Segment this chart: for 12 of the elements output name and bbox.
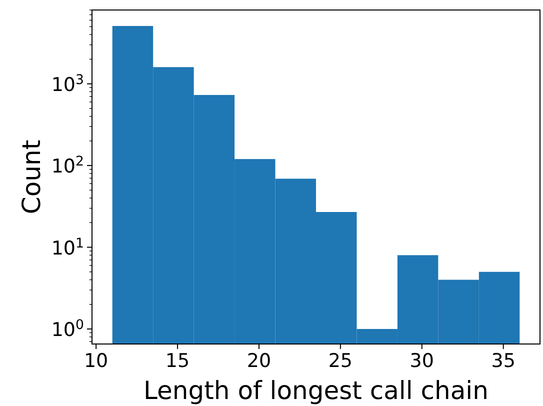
- y-tick-label: 10$^{3}$: [51, 72, 84, 96]
- y-tick-label: 10$^{2}$: [51, 154, 84, 178]
- x-axis-title: Length of longest call chain: [144, 376, 488, 405]
- x-tick-label: 20: [246, 350, 272, 372]
- x-tick-label: 25: [328, 350, 353, 372]
- x-tick-label: 15: [165, 350, 190, 372]
- y-tick-label: 10$^{1}$: [51, 236, 84, 260]
- x-tick-label: 30: [410, 350, 434, 372]
- x-tick-label: 10: [84, 350, 108, 372]
- y-tick-label: 10$^{0}$: [51, 317, 84, 341]
- y-axis-title: Count: [17, 140, 46, 214]
- x-tick-label: 35: [491, 350, 516, 372]
